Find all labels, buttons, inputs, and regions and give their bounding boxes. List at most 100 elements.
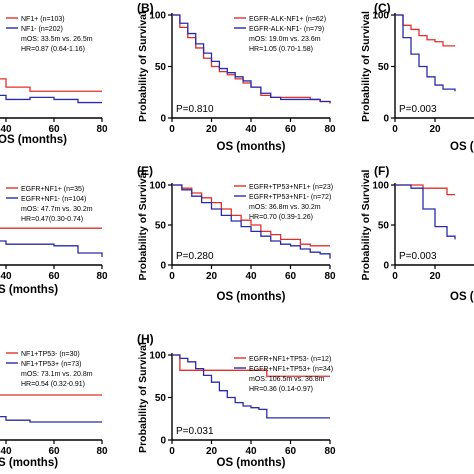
panel-c: 0 20 0 50 100 OS (Probability of Survival(C) P… [360,1,474,153]
x-tick-label: 0 [392,124,398,135]
x-tick-label: 0 [169,124,175,135]
y-tick-label: 100 [149,181,166,192]
stats-text: mOS: 19.0m vs. 23.6m [249,36,321,43]
x-axis-label: OS ( [450,141,474,153]
x-axis-label: OS ( [450,291,474,303]
x-tick-label: 60 [48,271,60,282]
legend-label: EGFR+TP53+NF1- (n=72) [249,194,331,201]
y-tick-label: 50 [155,221,167,232]
y-axis-label: Probability of Survival [360,11,372,122]
x-tick-label: 0 [169,271,175,282]
x-tick-label: 60 [48,124,60,135]
y-tick-label: 100 [372,181,389,192]
x-tick-label: 40 [245,271,257,282]
survival-curve-blue [0,240,103,257]
y-axis-label: Probability of Survival [137,169,149,280]
stats-text: HR=0.36 (0.14-0.97) [249,386,313,393]
panel-label: (F) [374,164,389,178]
x-tick-label: 80 [96,271,108,282]
legend: EGFR+TP53+NF1+ (n=23) EGFR+TP53+NF1- (n=7… [234,184,333,221]
x-tick-label: 40 [0,271,12,282]
x-tick-label: 20 [206,446,218,457]
x-tick-label: 20 [206,271,218,282]
y-tick-label: 100 [149,11,166,22]
x-axis-label: OS (months) [217,291,286,303]
legend-label: EGFR-ALK-NF1+ (n=62) [249,16,326,23]
panel-left-middle: 40 60 80S (months)EGFR+NF1+ (n=35)EGFR+NF1… [0,186,108,296]
y-tick-label: 100 [149,351,166,362]
survival-curve-red [395,184,455,196]
x-tick-label: 40 [0,446,12,457]
legend-label: NF1- (n=202) [21,26,63,33]
panel-left-top: 40 60 80 OS (months) NF1+ (n=103) NF1- (n=202… [0,16,108,146]
x-tick-label: 80 [324,446,336,457]
x-tick-label: 40 [0,124,12,135]
panel-label: (E) [137,164,153,178]
survival-curve-red [0,227,102,229]
survival-curve-red [0,394,102,396]
x-tick-label: 60 [285,271,297,282]
p-value: P=0.003 [399,251,437,262]
stats-text: HR=1.05 (0.70-1.58) [249,46,313,53]
stats-text: mOS: 36.8m vs. 30.2m [249,204,321,211]
survival-curve-blue [172,14,331,103]
p-value: P=0.031 [176,426,214,437]
stats-text: mOS: 33.5m vs. 26.5m [21,36,93,43]
legend-label: EGFR+NF1+TP53+ (n=34) [249,366,333,373]
x-tick-label: 80 [324,124,336,135]
y-tick-label: 0 [383,114,389,125]
y-axis-label: Probability of Survival [360,169,372,280]
survival-curve-red [0,78,102,92]
x-tick-label: 60 [48,446,60,457]
x-tick-label: 80 [96,446,108,457]
y-axis-label: Probability of Survival [137,11,149,122]
survival-curve-blue [172,184,331,259]
x-tick-label: 80 [324,271,336,282]
legend-label: EGFR-ALK-NF1- (n=79) [249,26,324,33]
x-axis-label: OS (months) [0,134,67,146]
x-tick-label: 40 [245,446,257,457]
stats-text: mOS: 47.7m vs. 30.2m [21,206,93,213]
x-tick-label: 20 [429,124,441,135]
y-tick-label: 50 [378,62,390,73]
stats-text: HR=0.54 (0.32-0.91) [21,381,85,388]
survival-curve-red [172,184,330,247]
legend-label: NF1+TP53- (n=30) [21,351,80,358]
x-tick-label: 60 [285,446,297,457]
stats-text: mOS: 106.5m vs. 36.8m [249,376,325,383]
y-tick-label: 100 [372,11,389,22]
legend-label: NF1+TP53+ (n=73) [21,361,82,368]
legend-label: EGFR+TP53+NF1+ (n=23) [249,184,333,191]
legend-label: EGFR+NF1- (n=104) [21,196,86,203]
y-tick-label: 0 [383,261,389,272]
survival-curve-blue [0,415,102,423]
stats-text: HR=0.87 (0.64-1.16) [21,46,85,53]
survival-curve-blue [172,354,330,419]
survival-curve-blue [395,14,456,92]
panel-label: (B) [137,1,154,15]
legend-label: NF1+ (n=103) [21,16,65,23]
x-tick-label: 80 [96,124,108,135]
legend: EGFR-ALK-NF1+ (n=62) EGFR-ALK-NF1- (n=79)… [234,16,326,53]
legend-label: EGFR+NF1+ (n=35) [21,186,84,193]
legend: NF1+ (n=103) NF1- (n=202) mOS: 33.5m vs. 2… [6,16,93,53]
x-axis-label: S (months) [0,457,58,469]
legend: NF1+TP53- (n=30) NF1+TP53+ (n=73) mOS: 73.… [6,351,93,388]
x-axis-label: OS (months) [217,141,286,153]
x-tick-label: 0 [392,271,398,282]
y-tick-label: 0 [160,436,166,447]
stats-text: HR=0.47(0.30-0.74) [21,216,83,223]
x-tick-label: 20 [206,124,218,135]
x-tick-label: 40 [245,124,257,135]
y-tick-label: 0 [160,261,166,272]
panel-label: (C) [374,1,391,15]
x-tick-label: 0 [169,446,175,457]
legend: EGFR+NF1+TP53- (n=12) EGFR+NF1+TP53+ (n=3… [234,356,333,393]
y-tick-label: 50 [155,62,167,73]
p-value: P=0.810 [176,104,214,115]
panel-label: (H) [137,332,154,346]
survival-curve-blue [395,184,456,240]
legend-label: EGFR+NF1+TP53- (n=12) [249,356,331,363]
x-tick-label: 20 [429,271,441,282]
